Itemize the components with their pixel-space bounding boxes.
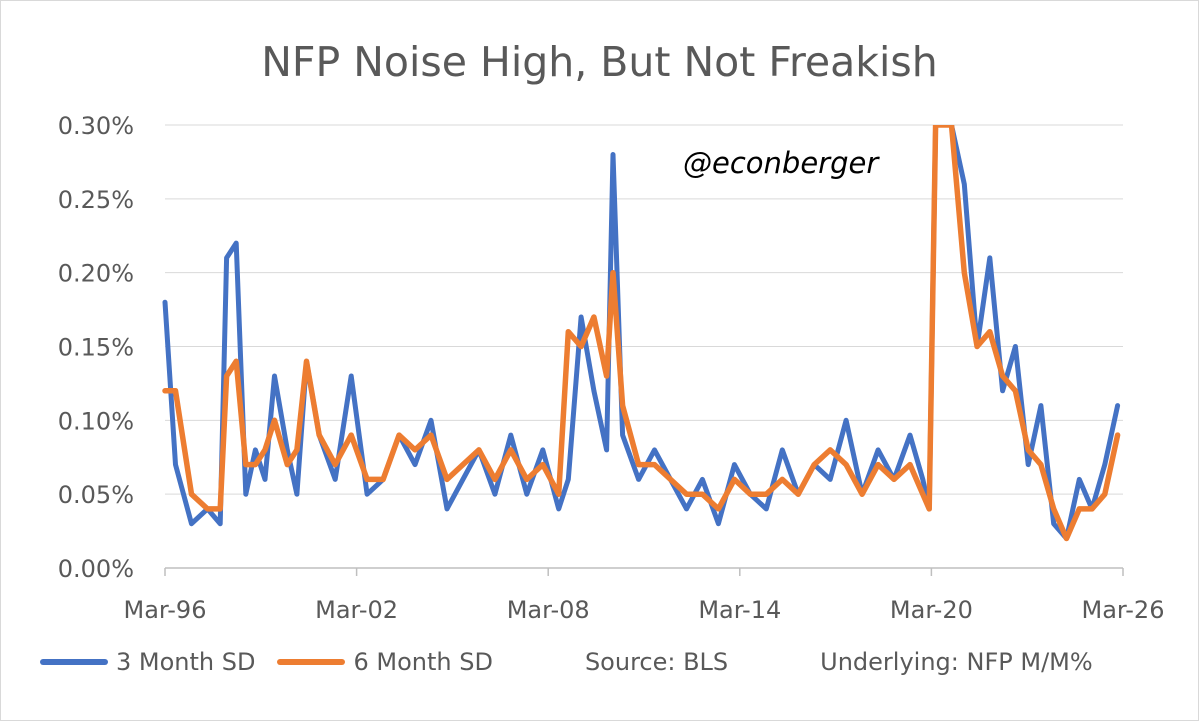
legend: 3 Month SD 6 Month SD Source: BLS Underl… bbox=[40, 644, 1093, 680]
legend-label-3-month: 3 Month SD bbox=[116, 648, 256, 676]
x-tick-label: Mar-08 bbox=[507, 596, 590, 624]
series-lines bbox=[162, 125, 1121, 542]
legend-swatch-6-month bbox=[277, 659, 346, 665]
underlying-note: Underlying: NFP M/M% bbox=[820, 648, 1093, 676]
y-tick-label: 0.05% bbox=[58, 481, 134, 509]
legend-item-6-month: 6 Month SD bbox=[277, 648, 493, 676]
x-tick-label: Mar-02 bbox=[315, 596, 398, 624]
y-tick-label: 0.25% bbox=[58, 186, 134, 214]
source-note: Source: BLS bbox=[584, 648, 729, 676]
legend-swatch-3-month bbox=[40, 659, 108, 665]
x-tick-label: Mar-96 bbox=[124, 596, 207, 624]
legend-item-3-month: 3 Month SD bbox=[40, 648, 255, 676]
x-tick-label: Mar-20 bbox=[890, 596, 973, 624]
y-tick-labels: 0.00% 0.05% 0.10% 0.15% 0.20% 0.25% 0.30% bbox=[58, 112, 134, 583]
watermark-text: @econberger bbox=[683, 146, 879, 180]
series-line-3-month-sd bbox=[162, 125, 1121, 541]
legend-label-6-month: 6 Month SD bbox=[353, 648, 493, 676]
chart-title: NFP Noise High, But Not Freakish bbox=[261, 38, 938, 86]
x-axis bbox=[164, 567, 1124, 576]
y-tick-label: 0.00% bbox=[58, 555, 134, 583]
x-tick-labels: Mar-96 Mar-02 Mar-08 Mar-14 Mar-20 Mar-26 bbox=[124, 596, 1165, 624]
series-line-6-month-sd bbox=[162, 125, 1121, 542]
y-tick-label: 0.15% bbox=[58, 334, 134, 362]
grid-lines bbox=[165, 124, 1123, 495]
y-tick-label: 0.10% bbox=[58, 407, 134, 435]
x-tick-label: Mar-14 bbox=[698, 596, 781, 624]
y-tick-label: 0.20% bbox=[58, 260, 134, 288]
x-tick-label: Mar-26 bbox=[1082, 596, 1165, 624]
y-tick-label: 0.30% bbox=[58, 112, 134, 140]
